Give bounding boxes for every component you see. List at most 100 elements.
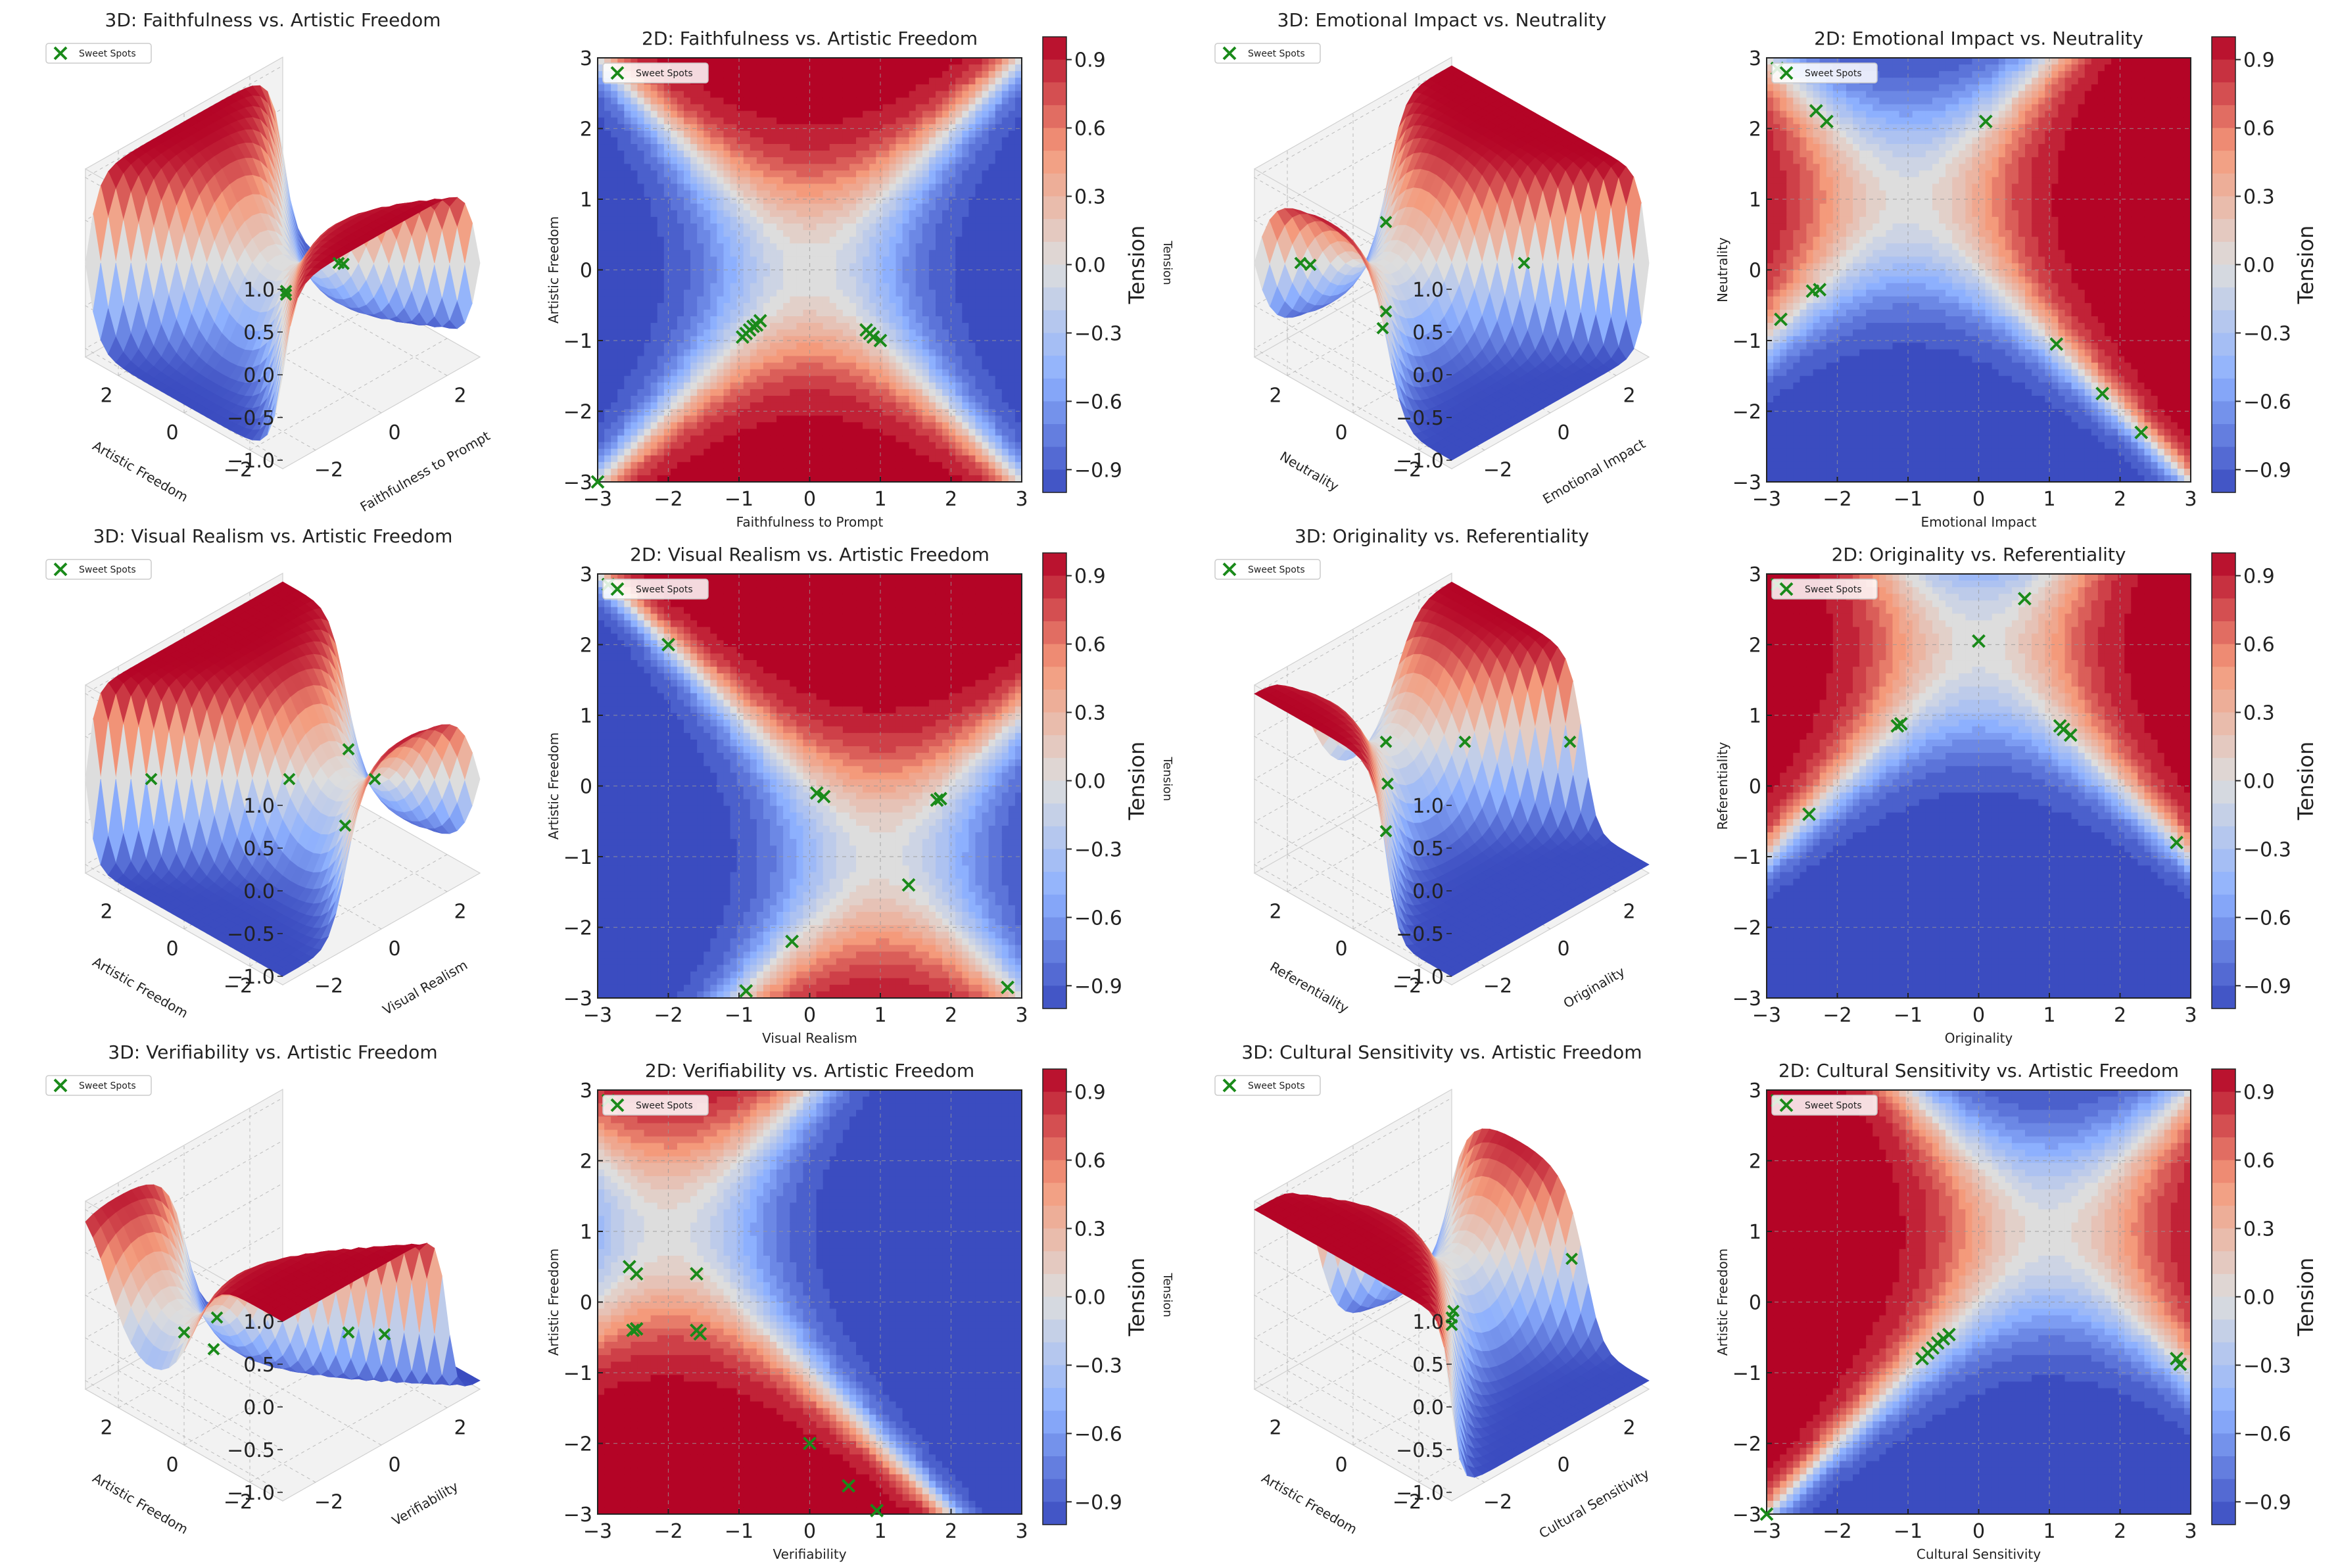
contour-cell [598, 197, 605, 204]
contour-cell [624, 369, 631, 377]
contour-cell [644, 243, 652, 250]
contour-cell [657, 164, 665, 171]
contour-cell [651, 183, 658, 191]
contour-cell [604, 456, 611, 463]
contour-cell [651, 256, 658, 264]
contour-cell [651, 91, 658, 98]
contour-cell [598, 170, 605, 178]
contour-cell [644, 105, 652, 112]
contour-cell [651, 237, 658, 244]
contour-cell [611, 118, 618, 125]
contour-cell [631, 111, 638, 118]
contour-cell [611, 469, 618, 476]
contour-cell [598, 303, 605, 310]
contour-cell [624, 456, 631, 463]
contour-cell [644, 144, 652, 151]
contour-cell [598, 157, 605, 164]
contour-cell [651, 369, 658, 377]
contour-cell [598, 316, 605, 323]
contour-cell [657, 435, 665, 442]
contour-cell [624, 204, 631, 211]
contour-cell [637, 197, 644, 204]
contour-cell [644, 416, 652, 423]
contour-cell [598, 329, 605, 337]
contour-cell [657, 124, 665, 131]
contour-cell [611, 84, 618, 91]
contour-cell [617, 210, 625, 218]
contour-cell [617, 256, 625, 264]
contour-cell [664, 91, 671, 98]
contour-cell [657, 449, 665, 456]
contour-cell [631, 131, 638, 138]
contour-cell [598, 343, 605, 350]
contour-cell [624, 363, 631, 370]
contour-cell [631, 389, 638, 396]
contour-cell [631, 422, 638, 429]
contour-cell [664, 277, 671, 284]
contour-cell [664, 376, 671, 383]
contour-cell [617, 151, 625, 158]
contour-cell [604, 111, 611, 118]
contour-cell [631, 97, 638, 105]
contour-cell [657, 416, 665, 423]
contour-cell [624, 118, 631, 125]
contour-cell [637, 462, 644, 469]
contour-cell [617, 475, 625, 483]
contour-cell [664, 230, 671, 237]
contour-cell [651, 336, 658, 343]
contour-cell [651, 124, 658, 131]
contour-cell [624, 144, 631, 151]
contour-cell [644, 230, 652, 237]
contour-cell [604, 435, 611, 442]
contour-cell [664, 409, 671, 416]
contour-cell [651, 151, 658, 158]
contour-cell [624, 230, 631, 237]
contour-cell [611, 157, 618, 164]
contour-cell [624, 329, 631, 337]
contour-cell [624, 389, 631, 396]
contour-cell [624, 263, 631, 270]
z-tick-label: 0.0 [243, 364, 275, 387]
contour-cell [657, 105, 665, 112]
contour-cell [644, 91, 652, 98]
contour-cell [637, 316, 644, 323]
contour-cell [604, 336, 611, 343]
contour-cell [624, 383, 631, 390]
contour-cell [624, 256, 631, 264]
contour-cell [598, 151, 605, 158]
contour-cell [604, 475, 611, 483]
contour-cell [631, 290, 638, 297]
contour-cell [611, 475, 618, 483]
contour-cell [637, 124, 644, 131]
contour-cell [651, 435, 658, 442]
contour-cell [644, 151, 652, 158]
contour-cell [598, 91, 605, 98]
contour-cell [604, 363, 611, 370]
contour-cell [624, 349, 631, 356]
contour-cell [617, 230, 625, 237]
contour-cell [604, 383, 611, 390]
figure: 3D: Faithfulness vs. Artistic Freedom1.0… [0, 0, 2338, 1568]
contour-cell [664, 177, 671, 184]
contour-cell [651, 191, 658, 198]
contour-cell [624, 416, 631, 423]
contour-cell [631, 250, 638, 257]
contour-cell [624, 356, 631, 364]
contour-cell [617, 435, 625, 442]
contour-cell [644, 356, 652, 364]
contour-cell [631, 316, 638, 323]
contour-cell [617, 290, 625, 297]
contour-cell [644, 442, 652, 450]
contour-cell [657, 243, 665, 250]
contour-cell [611, 283, 618, 291]
contour-cell [617, 416, 625, 423]
contour-cell [637, 250, 644, 257]
contour-cell [644, 250, 652, 257]
contour-cell [637, 131, 644, 138]
contour-cell [657, 409, 665, 416]
contour-cell [664, 297, 671, 304]
contour-cell [611, 310, 618, 317]
contour-cell [611, 263, 618, 270]
contour-cell [664, 349, 671, 356]
contour-cell [631, 442, 638, 450]
